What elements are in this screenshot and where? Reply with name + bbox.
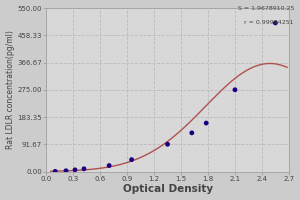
Y-axis label: Rat LDLR concentration(pg/ml): Rat LDLR concentration(pg/ml) xyxy=(6,30,15,149)
X-axis label: Optical Density: Optical Density xyxy=(122,184,213,194)
Point xyxy=(232,88,237,91)
Text: r = 0.99994251: r = 0.99994251 xyxy=(244,20,294,25)
Point xyxy=(273,21,278,25)
Point xyxy=(82,167,86,170)
Point xyxy=(53,170,58,173)
Point xyxy=(204,121,208,125)
Point xyxy=(64,169,68,172)
Text: S = 1.9678910.25: S = 1.9678910.25 xyxy=(238,6,294,11)
Point xyxy=(107,164,112,167)
Point xyxy=(73,168,77,171)
Point xyxy=(189,131,194,134)
Point xyxy=(129,158,134,161)
Point xyxy=(165,143,170,146)
